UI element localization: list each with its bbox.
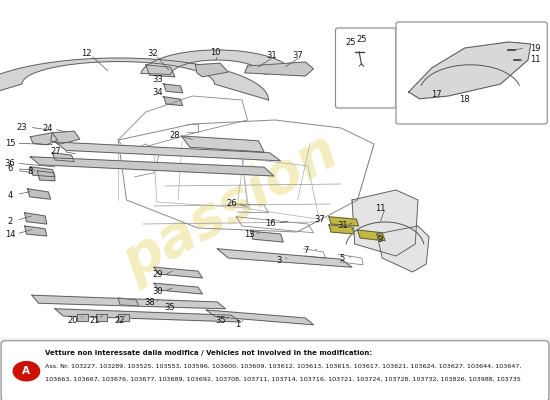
Polygon shape bbox=[77, 314, 88, 321]
Text: 21: 21 bbox=[89, 316, 100, 325]
Text: 6: 6 bbox=[7, 164, 13, 173]
Polygon shape bbox=[146, 65, 175, 77]
Text: 27: 27 bbox=[51, 147, 62, 156]
Polygon shape bbox=[164, 84, 183, 93]
Text: 4: 4 bbox=[7, 191, 13, 200]
Text: 13: 13 bbox=[244, 230, 255, 239]
Text: 35: 35 bbox=[164, 303, 175, 312]
Polygon shape bbox=[245, 62, 314, 76]
Polygon shape bbox=[217, 249, 352, 267]
Polygon shape bbox=[55, 309, 241, 322]
Polygon shape bbox=[55, 142, 280, 161]
Text: Vetture non interessate dalla modifica / Vehicles not involved in the modificati: Vetture non interessate dalla modifica /… bbox=[45, 350, 372, 356]
Bar bbox=[0, 0, 550, 338]
Text: 23: 23 bbox=[16, 123, 28, 132]
Polygon shape bbox=[25, 213, 47, 224]
Polygon shape bbox=[154, 283, 202, 294]
Text: 5: 5 bbox=[339, 254, 345, 263]
Polygon shape bbox=[352, 190, 418, 256]
Polygon shape bbox=[96, 314, 107, 321]
Text: 31: 31 bbox=[337, 221, 348, 230]
Text: 12: 12 bbox=[81, 49, 92, 58]
Text: A: A bbox=[23, 366, 30, 376]
Polygon shape bbox=[250, 231, 283, 242]
Text: 33: 33 bbox=[152, 75, 163, 84]
Polygon shape bbox=[329, 225, 354, 234]
Text: 24: 24 bbox=[42, 124, 53, 133]
Text: 25: 25 bbox=[345, 38, 356, 47]
Polygon shape bbox=[30, 133, 58, 145]
Text: 36: 36 bbox=[4, 159, 15, 168]
Polygon shape bbox=[154, 267, 202, 278]
Polygon shape bbox=[182, 136, 264, 152]
Text: 17: 17 bbox=[431, 90, 442, 99]
Text: 38: 38 bbox=[144, 298, 155, 307]
Text: 11: 11 bbox=[530, 56, 541, 64]
Text: 30: 30 bbox=[152, 287, 163, 296]
Text: 26: 26 bbox=[227, 199, 238, 208]
Text: 20: 20 bbox=[67, 316, 78, 325]
Polygon shape bbox=[164, 97, 183, 106]
Polygon shape bbox=[409, 42, 531, 99]
FancyBboxPatch shape bbox=[1, 341, 549, 400]
Text: 103663, 103667, 103676, 103677, 103689, 103692, 103708, 103711, 103714, 103716, : 103663, 103667, 103676, 103677, 103689, … bbox=[45, 377, 521, 382]
Text: 9: 9 bbox=[378, 235, 383, 244]
Polygon shape bbox=[118, 314, 129, 321]
Polygon shape bbox=[358, 230, 385, 241]
Polygon shape bbox=[25, 226, 47, 236]
Text: 7: 7 bbox=[304, 246, 309, 255]
Circle shape bbox=[13, 362, 40, 381]
Text: 37: 37 bbox=[315, 215, 326, 224]
Text: 32: 32 bbox=[147, 49, 158, 58]
Text: 3: 3 bbox=[277, 256, 282, 265]
FancyBboxPatch shape bbox=[396, 22, 547, 124]
FancyBboxPatch shape bbox=[336, 28, 396, 108]
Text: Ass. Nr. 103227, 103289, 103525, 103553, 103596, 103600, 103609, 103612, 103613,: Ass. Nr. 103227, 103289, 103525, 103553,… bbox=[45, 364, 521, 368]
Text: 35: 35 bbox=[216, 316, 227, 325]
Text: 31: 31 bbox=[266, 51, 277, 60]
Text: 37: 37 bbox=[293, 51, 304, 60]
Polygon shape bbox=[30, 157, 274, 176]
Text: 28: 28 bbox=[169, 131, 180, 140]
Text: 14: 14 bbox=[4, 230, 15, 239]
Text: 1: 1 bbox=[235, 320, 240, 329]
Text: 18: 18 bbox=[459, 96, 470, 104]
Polygon shape bbox=[32, 295, 226, 309]
Text: 29: 29 bbox=[152, 270, 163, 279]
Text: 16: 16 bbox=[265, 219, 276, 228]
Polygon shape bbox=[195, 63, 228, 77]
Polygon shape bbox=[206, 310, 314, 325]
Polygon shape bbox=[28, 189, 51, 199]
Text: 10: 10 bbox=[210, 48, 221, 57]
Polygon shape bbox=[118, 298, 139, 306]
Text: 11: 11 bbox=[375, 204, 386, 213]
Polygon shape bbox=[141, 50, 294, 74]
Text: 2: 2 bbox=[7, 217, 13, 226]
Text: 15: 15 bbox=[4, 139, 15, 148]
Polygon shape bbox=[0, 58, 268, 100]
Text: passion: passion bbox=[114, 125, 348, 291]
Polygon shape bbox=[377, 226, 429, 272]
Polygon shape bbox=[30, 167, 55, 177]
Polygon shape bbox=[51, 131, 80, 144]
Polygon shape bbox=[329, 217, 359, 226]
Polygon shape bbox=[37, 171, 55, 181]
Text: 22: 22 bbox=[114, 316, 125, 325]
Text: 25: 25 bbox=[356, 35, 367, 44]
Polygon shape bbox=[52, 153, 74, 162]
Text: 34: 34 bbox=[152, 88, 163, 97]
Text: 19: 19 bbox=[530, 44, 541, 52]
Text: 8: 8 bbox=[28, 167, 33, 176]
